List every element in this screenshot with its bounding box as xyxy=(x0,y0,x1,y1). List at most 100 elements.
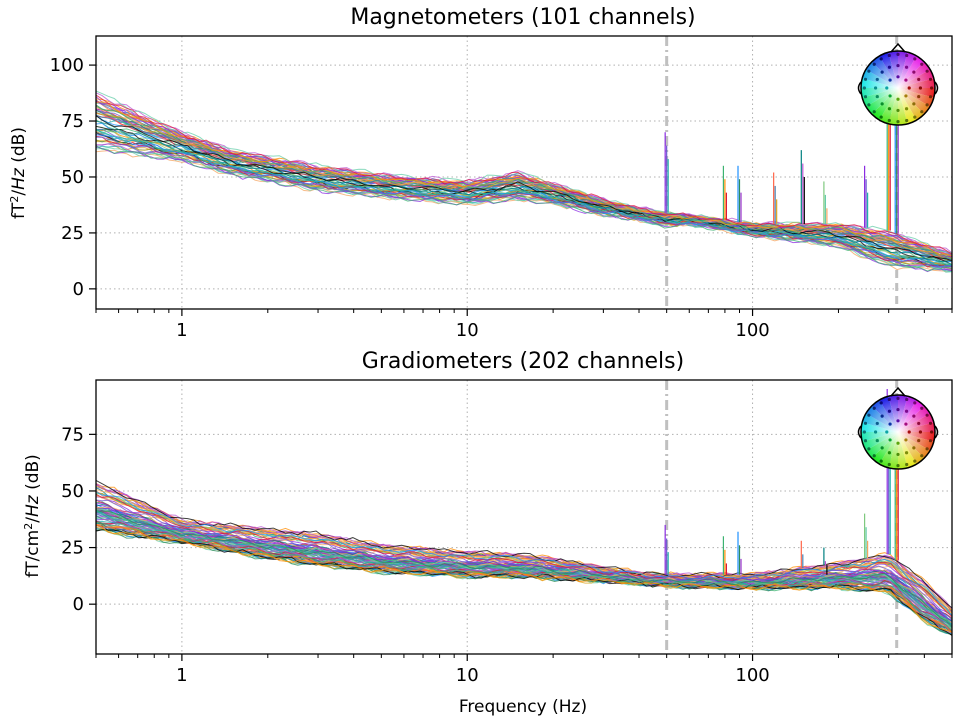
sensor-dot xyxy=(912,102,916,106)
chart-title: Magnetometers (101 channels) xyxy=(350,5,695,30)
svg-text:fT/cm2/Hz (dB): fT/cm2/Hz (dB) xyxy=(22,454,44,578)
sensor-dot xyxy=(875,438,879,443)
sensor-dot xyxy=(913,115,917,119)
sensor-dot xyxy=(888,438,892,442)
x-tick-label: 1 xyxy=(176,320,187,341)
sensor-dot xyxy=(873,430,878,434)
sensor-dot xyxy=(896,419,900,423)
sensor-dot xyxy=(872,454,876,458)
sensor-dot xyxy=(887,53,891,58)
series-group xyxy=(95,90,953,273)
axis-ticks: 1 10 100 0 25 50 75 100 xyxy=(50,55,953,341)
sensor-dot xyxy=(925,103,929,107)
series-line xyxy=(95,105,953,260)
head-topomap-icon xyxy=(857,42,939,126)
head-ear-left xyxy=(857,81,862,95)
sensor-dot xyxy=(867,413,871,417)
sensor-dot xyxy=(920,110,924,114)
sensor-dot xyxy=(920,406,924,410)
sensor-dot xyxy=(912,414,916,418)
series-line xyxy=(95,120,953,262)
sensor-dot xyxy=(875,94,879,99)
magnetometers-panel: Magnetometers (101 channels) fT2/Hz (dB)… xyxy=(8,5,953,341)
y-tick-label: 0 xyxy=(73,279,84,300)
sensor-dot xyxy=(918,86,923,90)
sensor-dot xyxy=(896,75,900,79)
y-tick-label: 100 xyxy=(50,55,84,76)
sensor-dot xyxy=(904,409,909,413)
sensor-dot xyxy=(930,430,934,434)
series-line xyxy=(95,105,953,260)
sensor-dot xyxy=(904,94,908,98)
y-tick-label: 25 xyxy=(61,223,84,244)
sensor-dot xyxy=(879,401,883,405)
series-line xyxy=(95,136,953,268)
sensor-dot xyxy=(912,446,916,450)
sensor-dot xyxy=(905,397,909,402)
sensor-dot xyxy=(928,421,933,425)
sensor-dot xyxy=(887,451,892,455)
series-line xyxy=(95,483,953,610)
head-ear-left xyxy=(857,425,862,439)
sensor-dot xyxy=(904,451,909,455)
sensor-dot xyxy=(928,95,933,99)
x-axis-label: Frequency (Hz) xyxy=(459,697,587,717)
topomap-center xyxy=(861,395,935,469)
sensor-dot xyxy=(887,462,891,467)
y-tick-label: 50 xyxy=(61,481,84,502)
sensor-dot xyxy=(872,110,876,114)
sensor-dot xyxy=(896,120,900,124)
sensor-dot xyxy=(867,447,871,451)
sensor-dot xyxy=(888,78,892,82)
sensor-dot xyxy=(913,459,917,463)
sensor-dot xyxy=(862,86,866,90)
axis-ticks: 1 10 100 0 25 50 75 xyxy=(61,424,953,686)
series-line xyxy=(95,502,953,621)
sensor-dot xyxy=(917,94,921,99)
plot-frame xyxy=(95,379,953,655)
series-line xyxy=(95,524,953,633)
sensor-dot xyxy=(896,464,900,468)
series-line xyxy=(95,493,953,617)
grid xyxy=(96,380,952,654)
series-line xyxy=(95,130,953,266)
sensor-dot xyxy=(875,421,879,426)
sensor-dot xyxy=(904,65,909,69)
x-tick-label: 100 xyxy=(735,320,769,341)
sensor-dot xyxy=(912,70,916,74)
x-tick-label: 10 xyxy=(456,320,479,341)
sensor-dot xyxy=(905,118,909,123)
sensor-dot xyxy=(920,454,924,458)
sensor-dot xyxy=(907,86,911,90)
y-axis-label: fT2/Hz (dB) xyxy=(8,127,30,219)
sensor-dot xyxy=(885,86,889,90)
sensor-dot xyxy=(907,430,911,434)
sensor-dot xyxy=(867,69,871,73)
series-line xyxy=(95,115,953,262)
series-line xyxy=(95,491,953,617)
sensor-dot xyxy=(887,107,892,111)
topomap-center xyxy=(861,51,935,125)
sensor-dot xyxy=(928,439,933,443)
sensor-dot xyxy=(913,401,917,405)
y-tick-label: 0 xyxy=(73,594,84,615)
sensor-dot xyxy=(917,77,921,82)
sensor-dot xyxy=(872,406,876,410)
y-tick-label: 75 xyxy=(61,424,84,445)
sensor-dot xyxy=(887,409,892,413)
head-outline xyxy=(860,50,936,126)
sensor-dot xyxy=(880,102,884,106)
sensor-dot xyxy=(879,115,883,119)
sensor-dot xyxy=(887,397,891,402)
head-outline xyxy=(860,394,936,470)
sensor-dot xyxy=(904,107,909,111)
sensor-dot xyxy=(920,62,924,66)
sensor-dot xyxy=(896,63,900,68)
sensor-dot xyxy=(905,462,909,467)
series-line xyxy=(95,94,953,255)
sensor-dot xyxy=(867,103,871,107)
sensor-dot xyxy=(896,97,900,101)
sensor-dot xyxy=(863,439,868,443)
sensor-dot xyxy=(887,65,892,69)
